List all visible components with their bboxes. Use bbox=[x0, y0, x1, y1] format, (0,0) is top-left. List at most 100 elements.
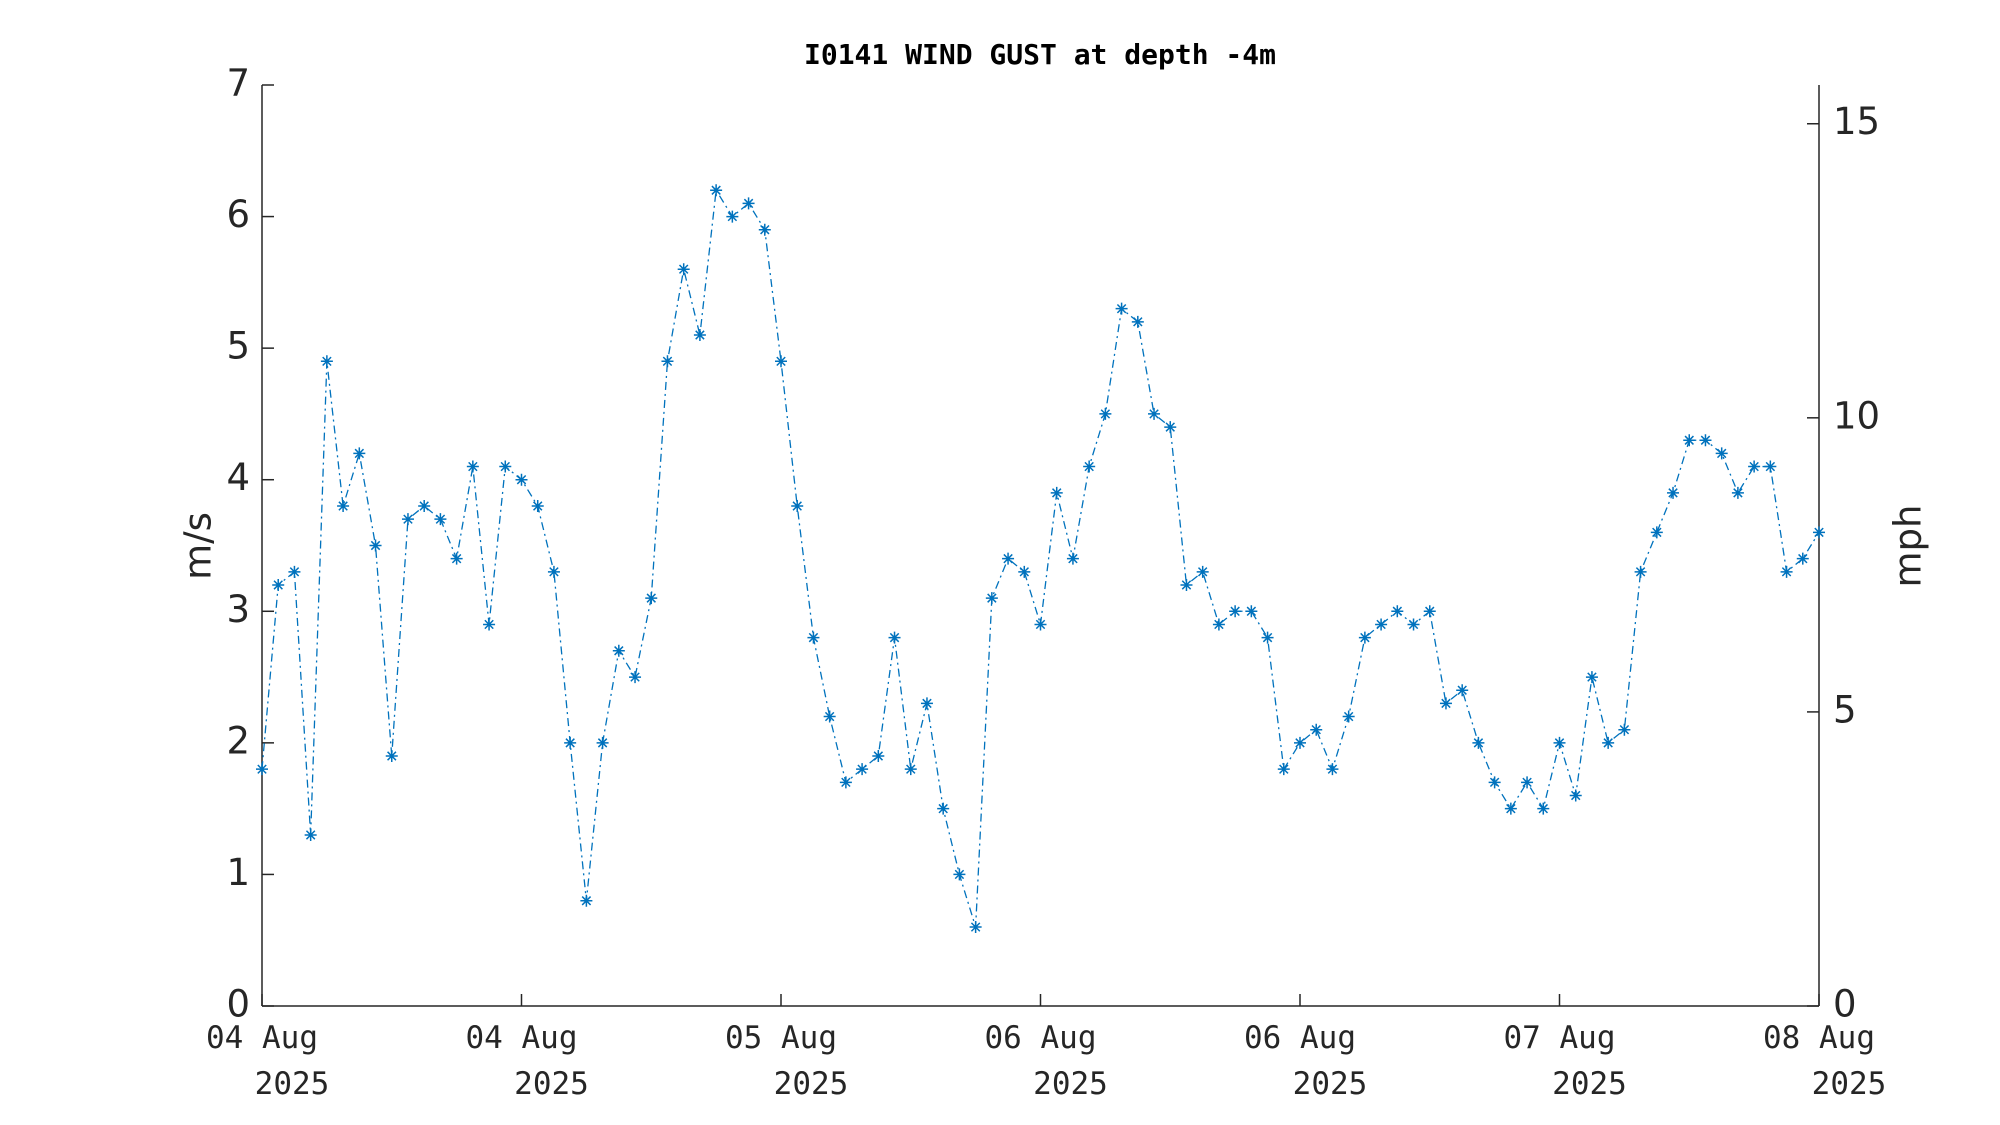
x-tick-label: 08 Aug 2025 bbox=[1763, 1020, 1886, 1102]
x-tick-label-line: 05 Aug bbox=[725, 1020, 837, 1056]
data-marker bbox=[466, 460, 479, 473]
data-marker bbox=[1310, 723, 1323, 736]
data-marker bbox=[1715, 447, 1728, 460]
data-marker bbox=[1813, 526, 1825, 539]
x-tick-label-line: 2025 bbox=[255, 1066, 330, 1102]
data-marker bbox=[807, 631, 820, 644]
y-tick-label: 5 bbox=[226, 325, 250, 368]
data-marker bbox=[450, 552, 463, 565]
data-marker bbox=[1018, 565, 1031, 578]
x-tick-label-line: 07 Aug bbox=[1504, 1020, 1616, 1056]
data-marker bbox=[888, 631, 901, 644]
data-marker bbox=[515, 473, 528, 486]
data-marker bbox=[1358, 631, 1371, 644]
data-marker bbox=[1667, 486, 1680, 499]
data-marker bbox=[1585, 671, 1598, 684]
data-marker bbox=[353, 447, 366, 460]
data-marker bbox=[693, 328, 706, 341]
data-marker bbox=[645, 592, 658, 605]
data-marker bbox=[612, 644, 625, 657]
y2-tick-label: 0 bbox=[1833, 983, 1857, 1026]
x-tick-label-line: 2025 bbox=[1293, 1066, 1368, 1102]
data-marker bbox=[1375, 618, 1388, 631]
data-marker bbox=[1277, 763, 1290, 776]
data-marker bbox=[1569, 789, 1582, 802]
data-marker bbox=[1034, 618, 1047, 631]
data-marker bbox=[920, 697, 933, 710]
data-marker bbox=[531, 500, 544, 513]
x-tick-label: 04 Aug 2025 bbox=[466, 1020, 589, 1102]
data-line bbox=[261, 188, 1820, 928]
x-tick-label-line: 2025 bbox=[514, 1066, 589, 1102]
data-marker bbox=[775, 355, 787, 368]
data-marker bbox=[823, 710, 836, 723]
data-marker bbox=[1115, 302, 1128, 315]
data-marker bbox=[564, 736, 577, 749]
data-marker bbox=[1423, 605, 1436, 618]
data-marker bbox=[1148, 407, 1161, 420]
data-marker bbox=[1407, 618, 1420, 631]
data-marker bbox=[1083, 460, 1096, 473]
y-tick-label: 3 bbox=[226, 588, 250, 631]
data-marker bbox=[1456, 684, 1469, 697]
data-marker bbox=[1212, 618, 1225, 631]
data-marker bbox=[1699, 434, 1712, 447]
data-marker bbox=[856, 763, 869, 776]
data-marker bbox=[1261, 631, 1274, 644]
x-tick-label-line: 04 Aug bbox=[206, 1020, 318, 1056]
y-tick-label: 0 bbox=[226, 983, 250, 1026]
data-marker bbox=[1391, 605, 1404, 618]
data-marker bbox=[401, 513, 414, 526]
data-marker bbox=[1650, 526, 1663, 539]
data-marker bbox=[1131, 315, 1144, 328]
x-tick-label: 07 Aug 2025 bbox=[1504, 1020, 1627, 1102]
x-tick-label: 05 Aug 2025 bbox=[725, 1020, 848, 1102]
data-marker bbox=[872, 750, 885, 763]
data-marker bbox=[1439, 697, 1452, 710]
data-marker bbox=[1634, 565, 1647, 578]
x-tick-label-line: 04 Aug bbox=[466, 1020, 578, 1056]
data-marker bbox=[1099, 407, 1112, 420]
data-marker bbox=[629, 671, 642, 684]
data-marker bbox=[499, 460, 512, 473]
data-marker bbox=[1521, 776, 1534, 789]
data-marker bbox=[937, 802, 950, 815]
data-marker bbox=[272, 578, 285, 591]
data-marker bbox=[369, 539, 382, 552]
data-marker bbox=[791, 500, 804, 513]
data-marker bbox=[1472, 736, 1485, 749]
chart-title: I0141 WIND GUST at depth -4m bbox=[804, 38, 1276, 71]
x-tick-label: 04 Aug 2025 bbox=[206, 1020, 329, 1102]
x-tick-label-line: 2025 bbox=[1033, 1066, 1108, 1102]
data-marker bbox=[1326, 763, 1339, 776]
y2-tick-label: 15 bbox=[1833, 100, 1880, 143]
data-marker bbox=[256, 763, 268, 776]
data-marker bbox=[483, 618, 496, 631]
data-marker bbox=[1602, 736, 1615, 749]
data-marker bbox=[742, 197, 755, 210]
data-marker bbox=[661, 355, 674, 368]
data-marker bbox=[1342, 710, 1355, 723]
data-marker bbox=[1229, 605, 1242, 618]
data-marker bbox=[1618, 723, 1631, 736]
data-marker bbox=[1245, 605, 1258, 618]
data-marker bbox=[904, 763, 917, 776]
data-marker bbox=[337, 500, 350, 513]
y2-axis-label: mph bbox=[1887, 505, 1930, 588]
y-tick-label: 2 bbox=[226, 719, 250, 762]
x-tick-label-line: 06 Aug bbox=[1244, 1020, 1356, 1056]
data-marker bbox=[1537, 802, 1550, 815]
data-marker bbox=[953, 868, 966, 881]
y2-tick-label: 10 bbox=[1833, 394, 1880, 437]
data-marker bbox=[1294, 736, 1306, 749]
data-marker bbox=[547, 565, 560, 578]
x-tick-label-line: 2025 bbox=[1552, 1066, 1627, 1102]
data-marker bbox=[1196, 565, 1209, 578]
data-marker bbox=[1488, 776, 1501, 789]
data-marker bbox=[434, 513, 447, 526]
data-marker bbox=[677, 263, 690, 276]
data-marker bbox=[418, 500, 431, 513]
x-tick-label: 06 Aug 2025 bbox=[1244, 1020, 1367, 1102]
y-tick-label: 7 bbox=[226, 62, 250, 105]
